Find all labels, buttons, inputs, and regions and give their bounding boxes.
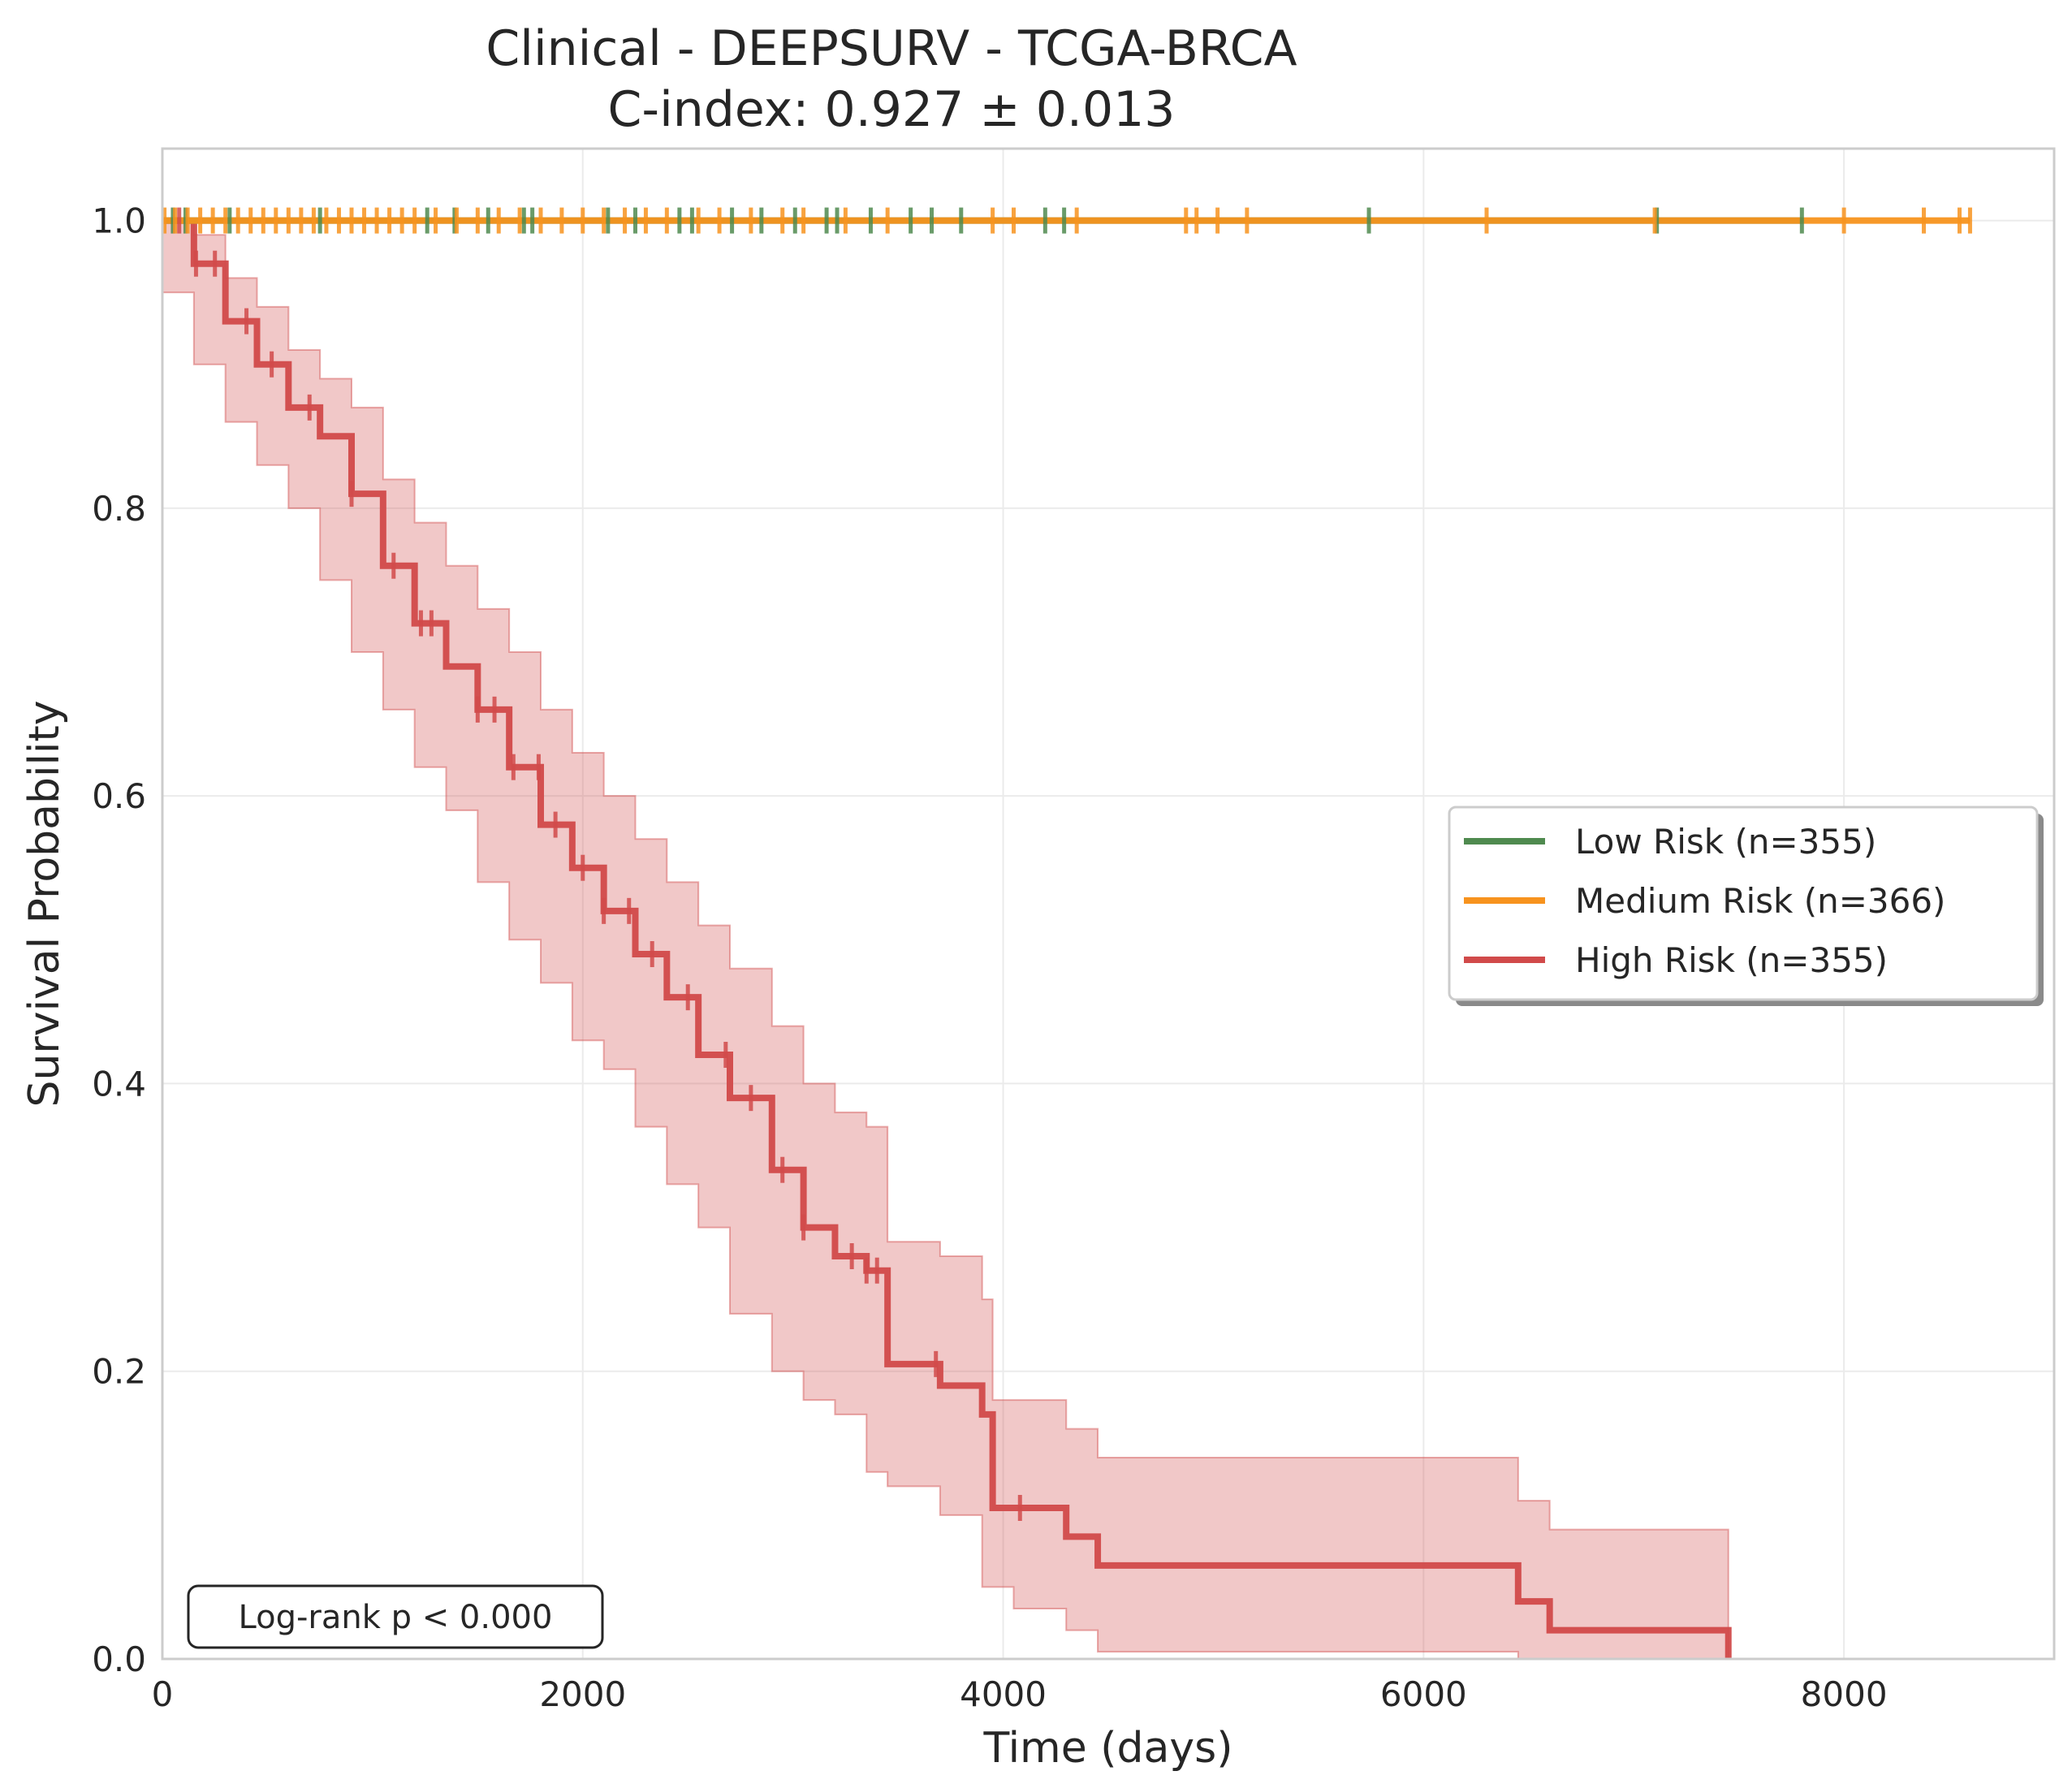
legend-label: Medium Risk (n=366): [1575, 881, 1945, 921]
annotation-box: [187, 1584, 604, 1649]
x-axis-label: Time (days): [982, 1724, 1232, 1773]
x-tick-label: 2000: [539, 1674, 626, 1714]
legend-label: High Risk (n=355): [1575, 940, 1888, 980]
x-tick-label: 8000: [1801, 1674, 1888, 1714]
x-tick-label: 0: [152, 1674, 174, 1714]
x-axis-ticks: 0 2000 4000 6000 8000: [152, 1674, 1888, 1714]
annotation-text: Log-rank p < 0.000: [239, 1599, 553, 1636]
y-tick-label: 0.6: [92, 776, 146, 816]
y-tick-label: 1.0: [92, 201, 146, 241]
plot-frame: [161, 147, 2056, 1661]
y-axis-ticks: 0.0 0.2 0.4 0.6 0.8 1.0: [92, 201, 146, 1679]
censor-marks: [162, 207, 1972, 1521]
chart-title: Clinical - DEEPSURV - TCGA-BRCA: [486, 20, 1297, 77]
y-tick-label: 0.2: [92, 1352, 146, 1392]
y-tick-label: 0.8: [92, 489, 146, 529]
survival-curve: [162, 217, 1732, 1659]
y-tick-label: 0.4: [92, 1064, 146, 1104]
legend-label: Low Risk (n=355): [1575, 822, 1876, 862]
confidence-band: [162, 219, 1729, 1660]
y-tick-label: 0.0: [92, 1639, 146, 1679]
x-tick-label: 4000: [960, 1674, 1047, 1714]
x-tick-label: 6000: [1380, 1674, 1467, 1714]
y-axis-label: Survival Probability: [20, 700, 69, 1107]
legend-box: [1448, 806, 2039, 1001]
logrank-annotation: Log-rank p < 0.000: [187, 1584, 604, 1649]
confidence-bands: [162, 219, 1729, 1660]
legend: Low Risk (n=355) Medium Risk (n=366) High …: [1448, 806, 2044, 1006]
chart-subtitle: C-index: 0.927 ± 0.013: [608, 81, 1176, 138]
